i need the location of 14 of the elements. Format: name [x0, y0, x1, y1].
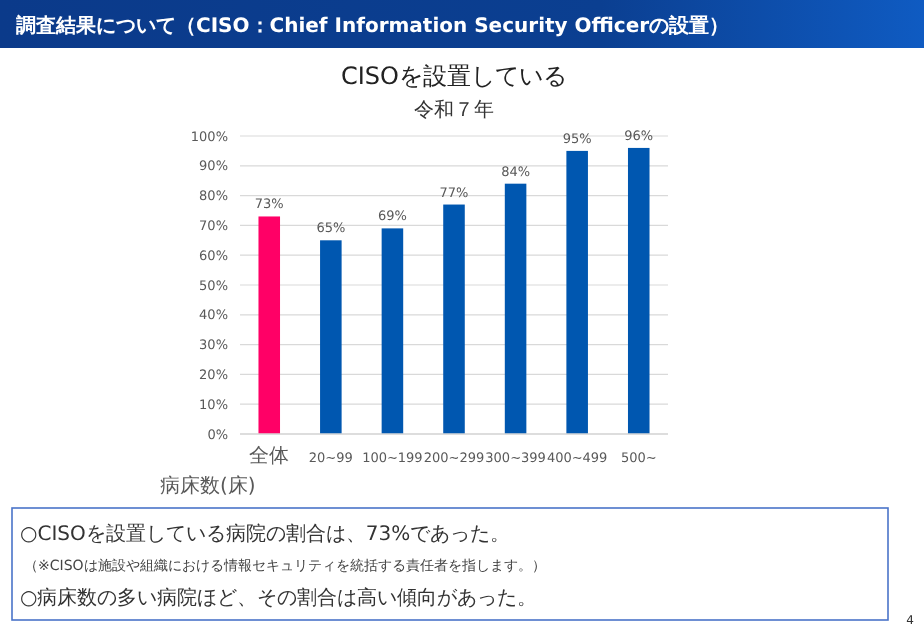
text: ○CISOを設置している病院の割合は、73%であった。	[20, 522, 511, 546]
x-tick-label: 全体	[249, 444, 290, 468]
text: 調査結果について（CISO：Chief Information Security Officerの設置）	[14, 14, 730, 38]
bar	[566, 150, 588, 434]
chart-title: CISOを設置している	[341, 62, 567, 90]
bar	[627, 147, 650, 434]
bar	[320, 240, 342, 434]
bar	[504, 183, 527, 434]
bar	[258, 216, 281, 434]
text: ○病床数の多い病院ほど、その割合は高い傾向があった。	[20, 586, 538, 610]
bar	[381, 228, 404, 434]
bar	[443, 204, 465, 434]
x-axis-title: 病床数(床)	[160, 474, 256, 498]
chart-subtitle: 令和７年	[414, 98, 494, 122]
